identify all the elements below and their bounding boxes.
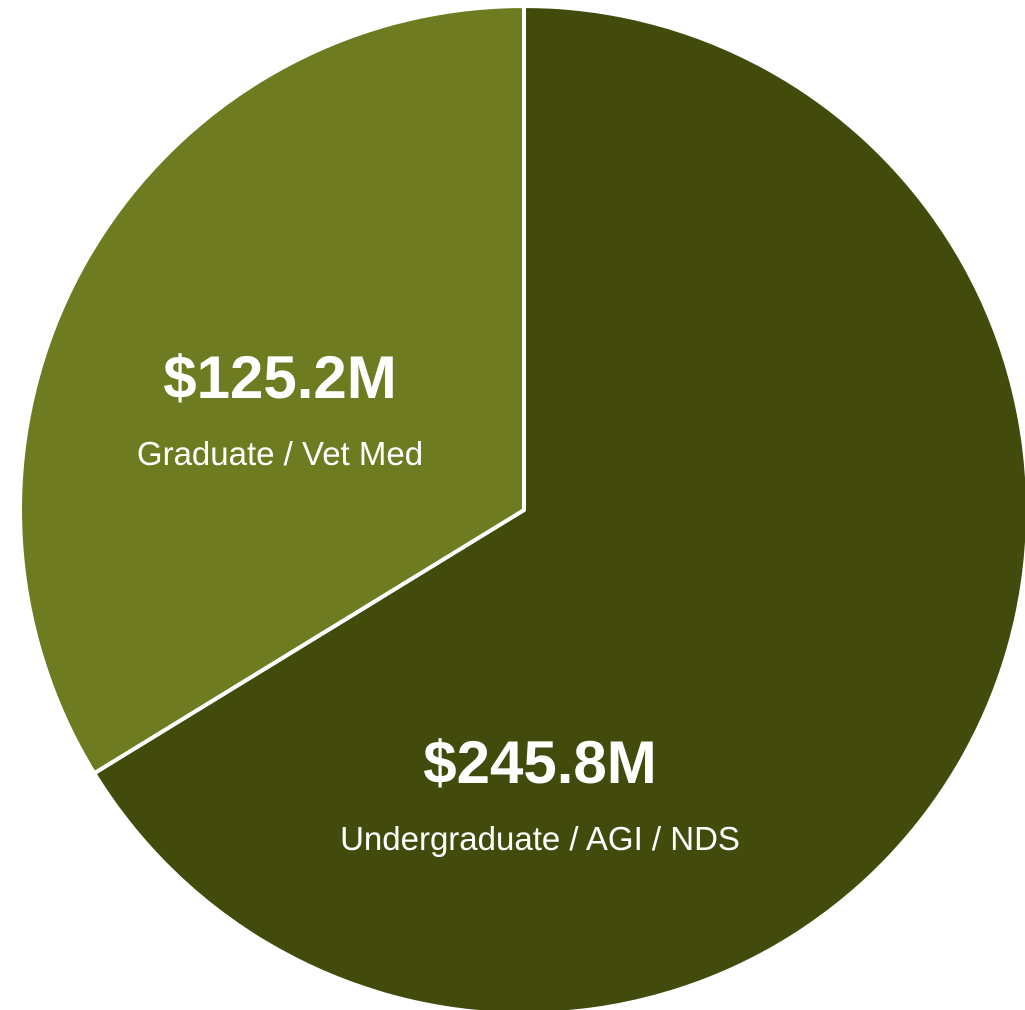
pie-slice-0-value-label: $245.8M: [423, 729, 657, 796]
pie-slice-1: [18, 4, 526, 776]
pie-slice-1-value-label: $125.2M: [163, 344, 397, 411]
pie-slice-0: [92, 4, 1025, 1010]
pie-slice-1-category-label: Graduate / Vet Med: [137, 435, 423, 472]
pie-slice-0-category-label: Undergraduate / AGI / NDS: [340, 820, 740, 857]
